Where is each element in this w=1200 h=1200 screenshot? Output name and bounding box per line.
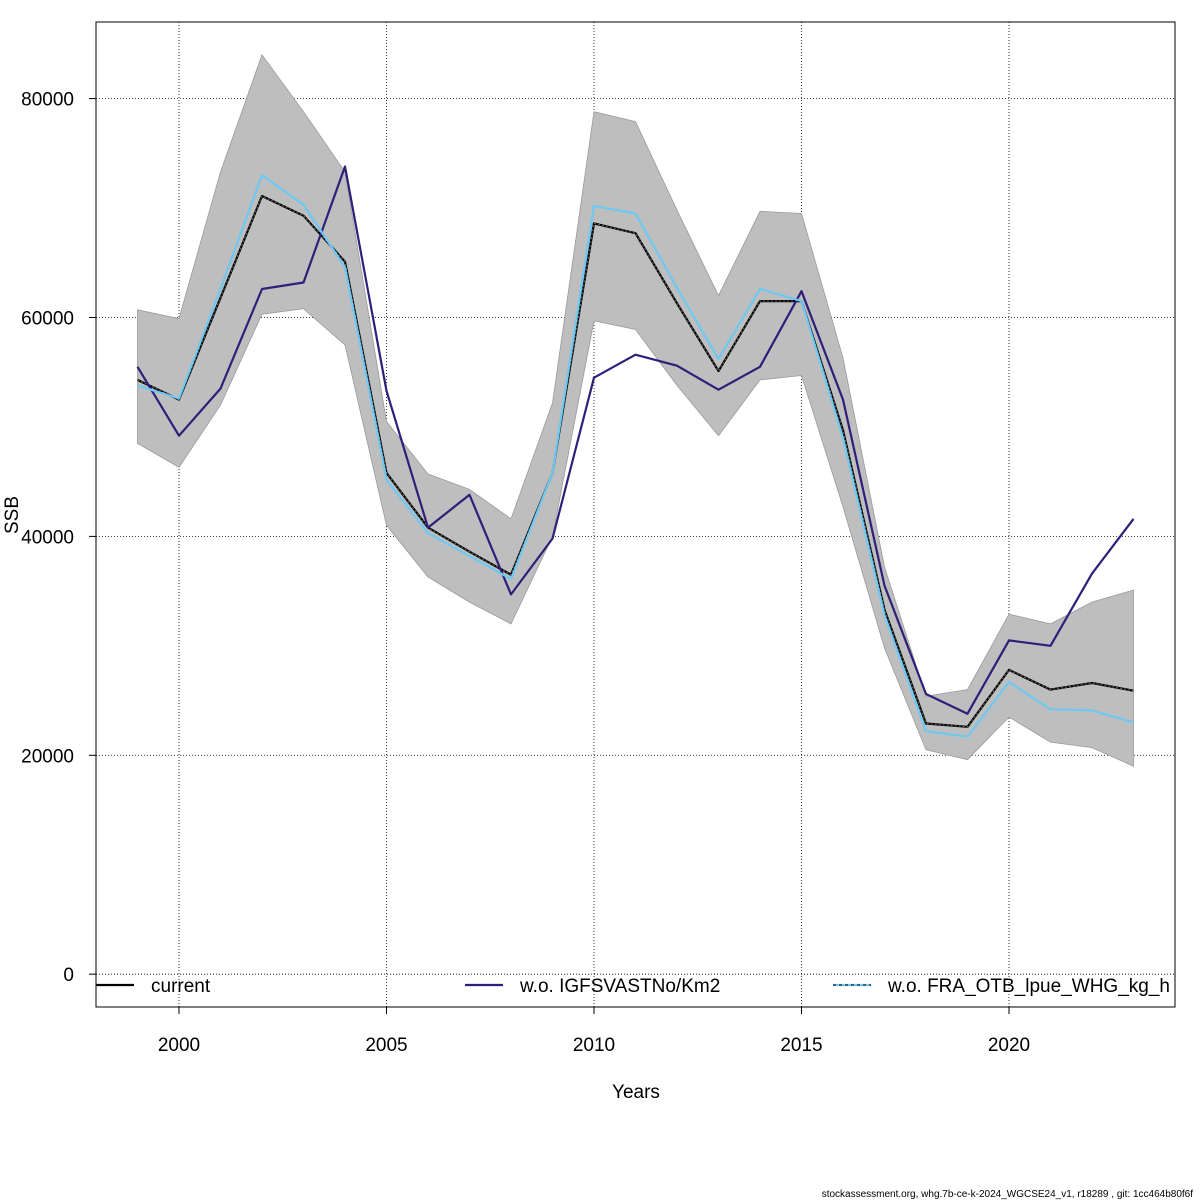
legend: current w.o. IGFSVASTNo/Km2 w.o. FRA_OTB_l… [96,976,1170,997]
series-line-w-o-fra-otb-lpue-whg-kg-h [137,174,1134,738]
x-tick-label-2010: 2010 [573,1035,615,1056]
y-tick-label-0: 0 [63,965,74,986]
x-axis-label: Years [612,1082,660,1103]
series-line-w-o-igfsvastno-km2 [136,165,1135,715]
x-tick-label-2020: 2020 [988,1035,1030,1056]
y-axis-label: SSB [2,496,23,534]
series-layer [136,165,1135,738]
legend-label-current: current [151,976,211,997]
axis-ticks: 2000 2005 2010 2015 2020 0 20000 40000 60000 8000… [21,90,1030,1056]
y-tick-label-40000: 40000 [21,527,74,548]
y-tick-label-20000: 20000 [21,746,74,767]
plot-frame [95,21,1176,1008]
series-line-overlay-current [137,195,1134,728]
y-tick-label-60000: 60000 [21,309,74,330]
x-tick-label-2015: 2015 [780,1035,822,1056]
legend-label-w-o-fra-otb-lpue-whg-kg-h: w.o. FRA_OTB_lpue_WHG_kg_h [887,976,1170,997]
x-tick-label-2005: 2005 [365,1035,407,1056]
footer-credit: stockassessment.org, whg.7b-ce-k-2024_WG… [822,1189,1194,1200]
y-tick-label-80000: 80000 [21,90,74,111]
legend-label-w-o-igfsvastno-km2: w.o. IGFSVASTNo/Km2 [519,976,720,997]
x-tick-label-2000: 2000 [158,1035,200,1056]
